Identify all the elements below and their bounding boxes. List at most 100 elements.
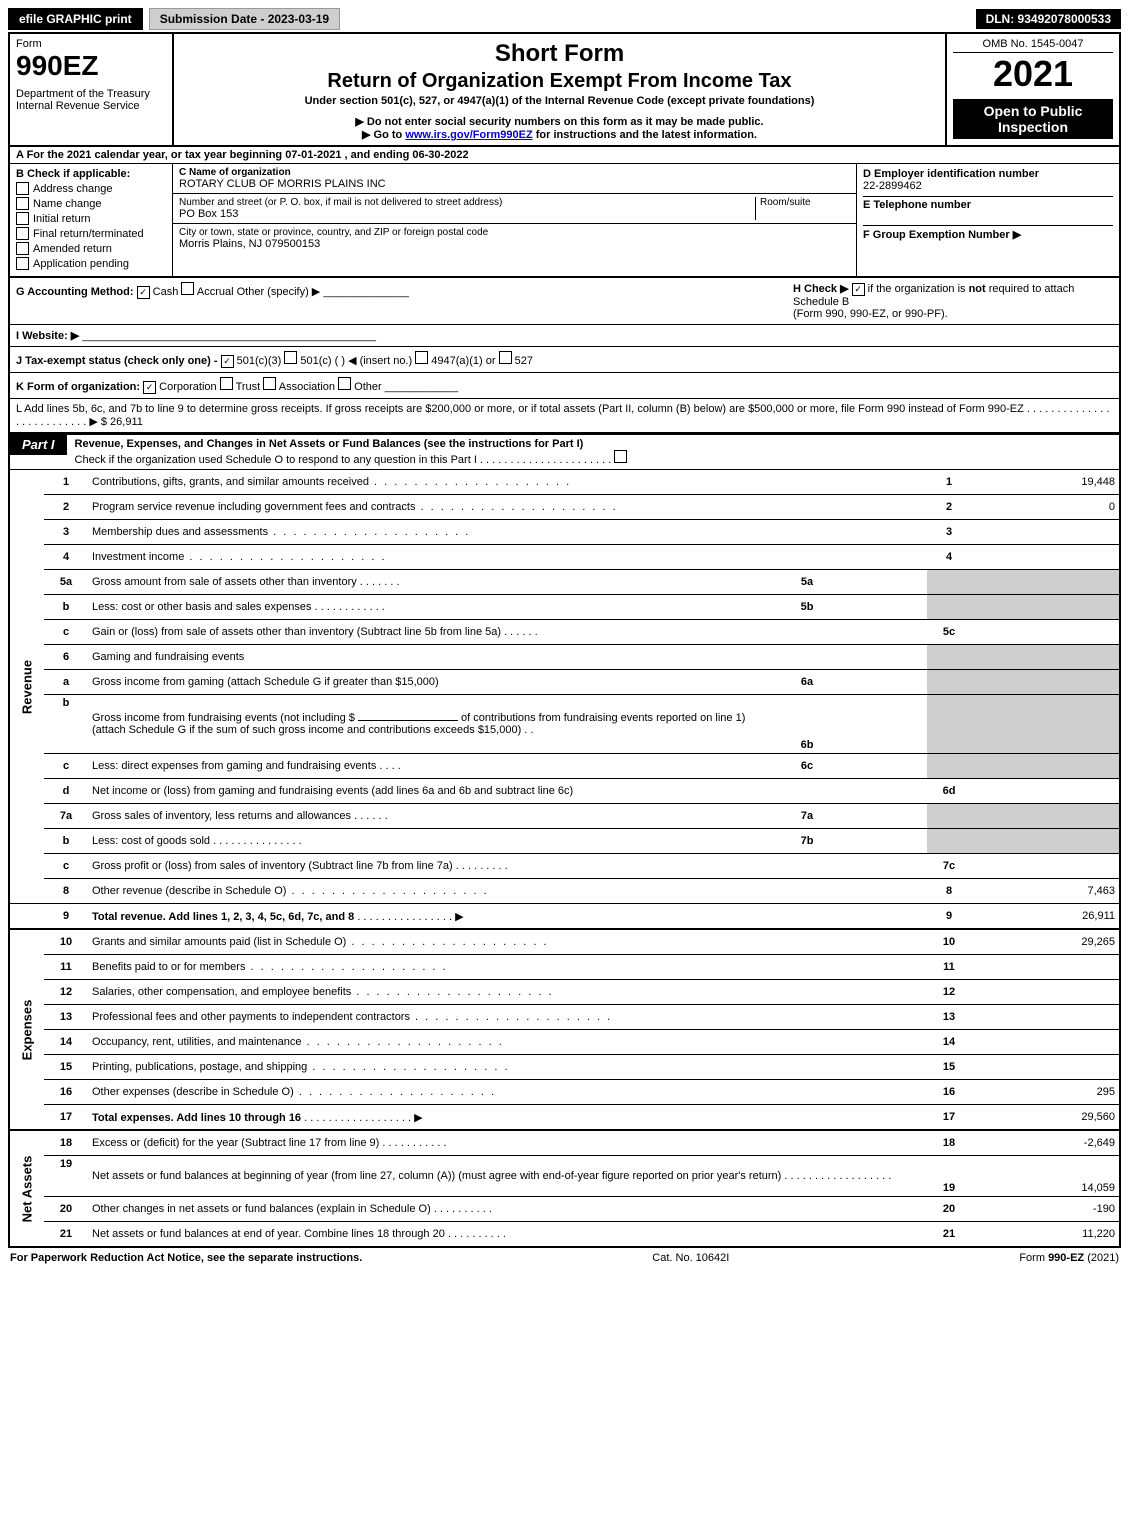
- section-b: B Check if applicable: Address change Na…: [10, 164, 173, 276]
- checkbox-final[interactable]: [16, 227, 29, 240]
- form-label: Form: [16, 38, 166, 50]
- form-code: 990EZ: [16, 50, 166, 82]
- part-1-label: Part I: [10, 434, 67, 455]
- line-21: 21 Net assets or fund balances at end of…: [10, 1222, 1119, 1247]
- submission-date-label: Submission Date - 2023-03-19: [149, 8, 340, 30]
- line-12: 12 Salaries, other compensation, and emp…: [10, 980, 1119, 1005]
- line-6a: a Gross income from gaming (attach Sched…: [10, 670, 1119, 695]
- netassets-label: Net Assets: [20, 1155, 35, 1222]
- checkbox-accrual[interactable]: [181, 282, 194, 295]
- checkbox-cash[interactable]: ✓: [137, 286, 150, 299]
- line-5a: 5a Gross amount from sale of assets othe…: [10, 570, 1119, 595]
- info-block: B Check if applicable: Address change Na…: [10, 164, 1119, 278]
- irs-label: Internal Revenue Service: [16, 100, 166, 112]
- top-bar: efile GRAPHIC print Submission Date - 20…: [8, 8, 1121, 30]
- line-8: 8 Other revenue (describe in Schedule O)…: [10, 879, 1119, 904]
- line-18: Net Assets 18 Excess or (deficit) for th…: [10, 1130, 1119, 1156]
- part-1-header: Part I Revenue, Expenses, and Changes in…: [10, 434, 1119, 470]
- line-3: 3 Membership dues and assessments 3: [10, 520, 1119, 545]
- checkbox-name[interactable]: [16, 197, 29, 210]
- checkbox-schedule-o[interactable]: [614, 450, 627, 463]
- org-name: ROTARY CLUB OF MORRIS PLAINS INC: [179, 178, 850, 190]
- line-5c: c Gain or (loss) from sale of assets oth…: [10, 620, 1119, 645]
- line-6d: d Net income or (loss) from gaming and f…: [10, 779, 1119, 804]
- org-city: Morris Plains, NJ 079500153: [179, 238, 850, 250]
- checkbox-corp[interactable]: ✓: [143, 381, 156, 394]
- checkbox-address[interactable]: [16, 182, 29, 195]
- omb-label: OMB No. 1545-0047: [953, 38, 1113, 53]
- form-subtitle-1: Under section 501(c), 527, or 4947(a)(1)…: [180, 95, 939, 107]
- line-4: 4 Investment income 4: [10, 545, 1119, 570]
- section-def: D Employer identification number 22-2899…: [856, 164, 1119, 276]
- value-2: 0: [971, 495, 1119, 520]
- value-8: 7,463: [971, 879, 1119, 904]
- value-18: -2,649: [971, 1130, 1119, 1156]
- form-header: Form 990EZ Department of the Treasury In…: [10, 34, 1119, 147]
- ein-value: 22-2899462: [863, 180, 1113, 192]
- line-15: 15 Printing, publications, postage, and …: [10, 1055, 1119, 1080]
- checkbox-trust[interactable]: [220, 377, 233, 390]
- line-2: 2 Program service revenue including gove…: [10, 495, 1119, 520]
- line-13: 13 Professional fees and other payments …: [10, 1005, 1119, 1030]
- checkbox-501c3[interactable]: ✓: [221, 355, 234, 368]
- irs-link[interactable]: www.irs.gov/Form990EZ: [405, 129, 532, 141]
- value-3: [971, 520, 1119, 545]
- checkbox-schedule-b[interactable]: ✓: [852, 283, 865, 296]
- section-gh: G Accounting Method: ✓ Cash Accrual Othe…: [10, 278, 1119, 325]
- dept-label: Department of the Treasury: [16, 88, 166, 100]
- line-16: 16 Other expenses (describe in Schedule …: [10, 1080, 1119, 1105]
- value-10: 29,265: [971, 929, 1119, 955]
- value-4: [971, 545, 1119, 570]
- value-21: 11,220: [971, 1222, 1119, 1247]
- checkbox-4947[interactable]: [415, 351, 428, 364]
- checkbox-amended[interactable]: [16, 242, 29, 255]
- footer-center: Cat. No. 10642I: [652, 1252, 729, 1264]
- checkbox-527[interactable]: [499, 351, 512, 364]
- form-subtitle-3: ▶ Go to www.irs.gov/Form990EZ for instru…: [180, 128, 939, 141]
- line-6: 6 Gaming and fundraising events: [10, 645, 1119, 670]
- checkbox-assoc[interactable]: [263, 377, 276, 390]
- gross-receipts-value: 26,911: [110, 416, 143, 428]
- form-title-2: Return of Organization Exempt From Incom…: [180, 70, 939, 93]
- checkbox-501c[interactable]: [284, 351, 297, 364]
- footer-right: Form 990-EZ (2021): [1019, 1252, 1119, 1264]
- form-title-1: Short Form: [180, 40, 939, 68]
- section-b-title: B Check if applicable:: [16, 168, 166, 180]
- value-19: 14,059: [971, 1156, 1119, 1197]
- efile-print-button[interactable]: efile GRAPHIC print: [8, 8, 143, 30]
- open-inspection: Open to Public Inspection: [953, 99, 1113, 139]
- section-i: I Website: ▶ ___________________________…: [10, 325, 1119, 347]
- section-c: C Name of organization ROTARY CLUB OF MO…: [173, 164, 856, 276]
- value-9: 26,911: [971, 904, 1119, 930]
- part-1-table: Revenue 1 Contributions, gifts, grants, …: [10, 470, 1119, 1246]
- checkbox-other-org[interactable]: [338, 377, 351, 390]
- value-20: -190: [971, 1197, 1119, 1222]
- line-19: 19 Net assets or fund balances at beginn…: [10, 1156, 1119, 1197]
- value-1: 19,448: [971, 470, 1119, 495]
- section-k: K Form of organization: ✓ Corporation Tr…: [10, 373, 1119, 399]
- line-17: 17 Total expenses. Add lines 10 through …: [10, 1105, 1119, 1131]
- checkbox-initial[interactable]: [16, 212, 29, 225]
- revenue-label: Revenue: [20, 659, 35, 713]
- org-street: PO Box 153: [179, 208, 755, 220]
- section-j: J Tax-exempt status (check only one) - ✓…: [10, 347, 1119, 373]
- section-l: L Add lines 5b, 6c, and 7b to line 9 to …: [10, 399, 1119, 434]
- line-6b: b Gross income from fundraising events (…: [10, 695, 1119, 754]
- line-7c: c Gross profit or (loss) from sales of i…: [10, 854, 1119, 879]
- footer-left: For Paperwork Reduction Act Notice, see …: [10, 1252, 362, 1264]
- line-10: Expenses 10 Grants and similar amounts p…: [10, 929, 1119, 955]
- form-subtitle-2: ▶ Do not enter social security numbers o…: [180, 115, 939, 128]
- tax-year: 2021: [953, 53, 1113, 95]
- checkbox-pending[interactable]: [16, 257, 29, 270]
- page-footer: For Paperwork Reduction Act Notice, see …: [8, 1248, 1121, 1264]
- line-7b: b Less: cost of goods sold . . . . . . .…: [10, 829, 1119, 854]
- line-7a: 7a Gross sales of inventory, less return…: [10, 804, 1119, 829]
- line-5b: b Less: cost or other basis and sales ex…: [10, 595, 1119, 620]
- form-container: Form 990EZ Department of the Treasury In…: [8, 32, 1121, 1248]
- value-17: 29,560: [971, 1105, 1119, 1131]
- line-9: 9 Total revenue. Add lines 1, 2, 3, 4, 5…: [10, 904, 1119, 930]
- line-20: 20 Other changes in net assets or fund b…: [10, 1197, 1119, 1222]
- value-16: 295: [971, 1080, 1119, 1105]
- dln-label: DLN: 93492078000533: [976, 9, 1121, 29]
- line-11: 11 Benefits paid to or for members 11: [10, 955, 1119, 980]
